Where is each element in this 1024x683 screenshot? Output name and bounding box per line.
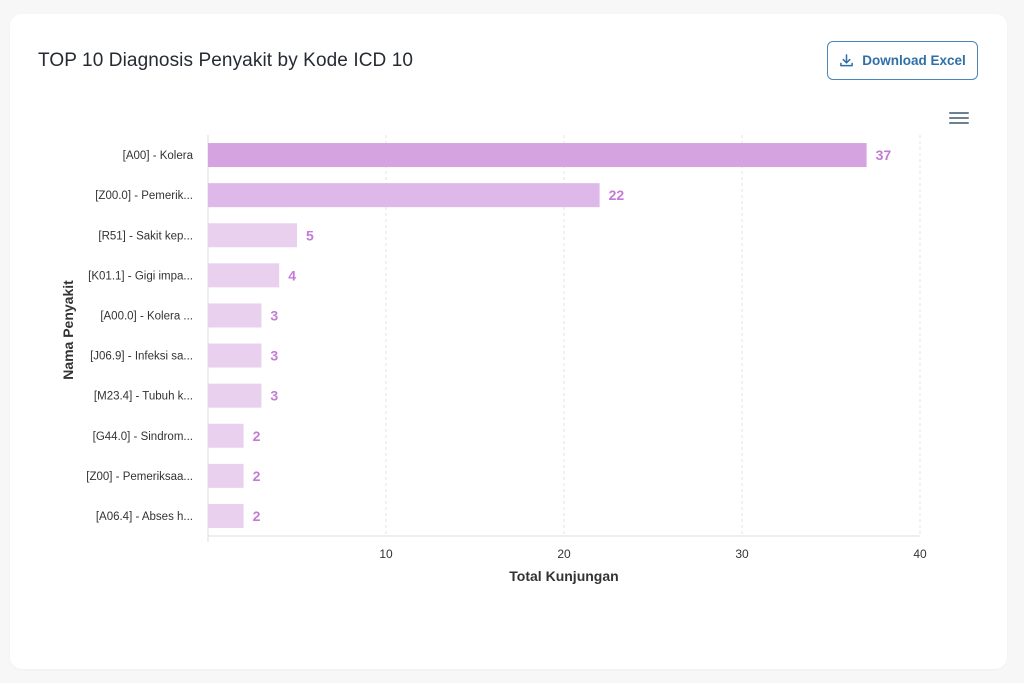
- data-label: 3: [270, 388, 278, 404]
- y-tick-label: [M23.4] - Tubuh k...: [94, 391, 193, 403]
- data-label: 3: [270, 348, 278, 364]
- y-axis-title: Nama Penyakit: [60, 280, 76, 380]
- hamburger-menu-icon[interactable]: [949, 110, 969, 126]
- y-tick-label: [Z00.0] - Pemerik...: [95, 190, 193, 202]
- x-tick-label: 10: [379, 547, 393, 561]
- x-tick-label: 40: [913, 547, 927, 561]
- x-axis-title: Total Kunjungan: [509, 568, 618, 584]
- data-label: 37: [876, 147, 892, 163]
- y-tick-label: [J06.9] - Infeksi sa...: [90, 351, 193, 363]
- bar: [208, 303, 262, 328]
- bar: [208, 183, 600, 208]
- y-tick-label: [Z00] - Pemeriksaa...: [86, 471, 193, 483]
- y-tick-label: [R51] - Sakit kep...: [98, 230, 193, 242]
- data-label: 2: [253, 428, 261, 444]
- bar: [208, 143, 867, 168]
- data-label: 3: [270, 307, 278, 323]
- data-label: 5: [306, 227, 314, 243]
- download-excel-label: Download Excel: [862, 53, 966, 68]
- page-title: TOP 10 Diagnosis Penyakit by Kode ICD 10: [38, 50, 414, 71]
- bar: [208, 463, 244, 488]
- bar: [208, 223, 297, 248]
- y-tick-label: [A00] - Kolera: [123, 150, 194, 162]
- bar: [208, 423, 244, 448]
- data-label: 22: [609, 187, 625, 203]
- bar: [208, 383, 262, 408]
- y-tick-label: [K01.1] - Gigi impa...: [88, 270, 193, 282]
- chart-card: TOP 10 Diagnosis Penyakit by Kode ICD 10…: [10, 14, 1007, 669]
- data-label: 2: [253, 468, 261, 484]
- download-icon: [840, 54, 854, 67]
- y-tick-label: [G44.0] - Sindrom...: [93, 431, 193, 443]
- bar: [208, 343, 262, 368]
- x-tick-label: 20: [557, 547, 571, 561]
- x-tick-label: 30: [735, 547, 749, 561]
- y-tick-label: [A06.4] - Abses h...: [96, 511, 193, 523]
- download-excel-button[interactable]: Download Excel: [827, 41, 978, 80]
- bar: [208, 503, 244, 528]
- data-label: 4: [288, 267, 296, 283]
- data-label: 2: [253, 508, 261, 524]
- bar: [208, 263, 280, 288]
- y-tick-label: [A00.0] - Kolera ...: [100, 310, 193, 322]
